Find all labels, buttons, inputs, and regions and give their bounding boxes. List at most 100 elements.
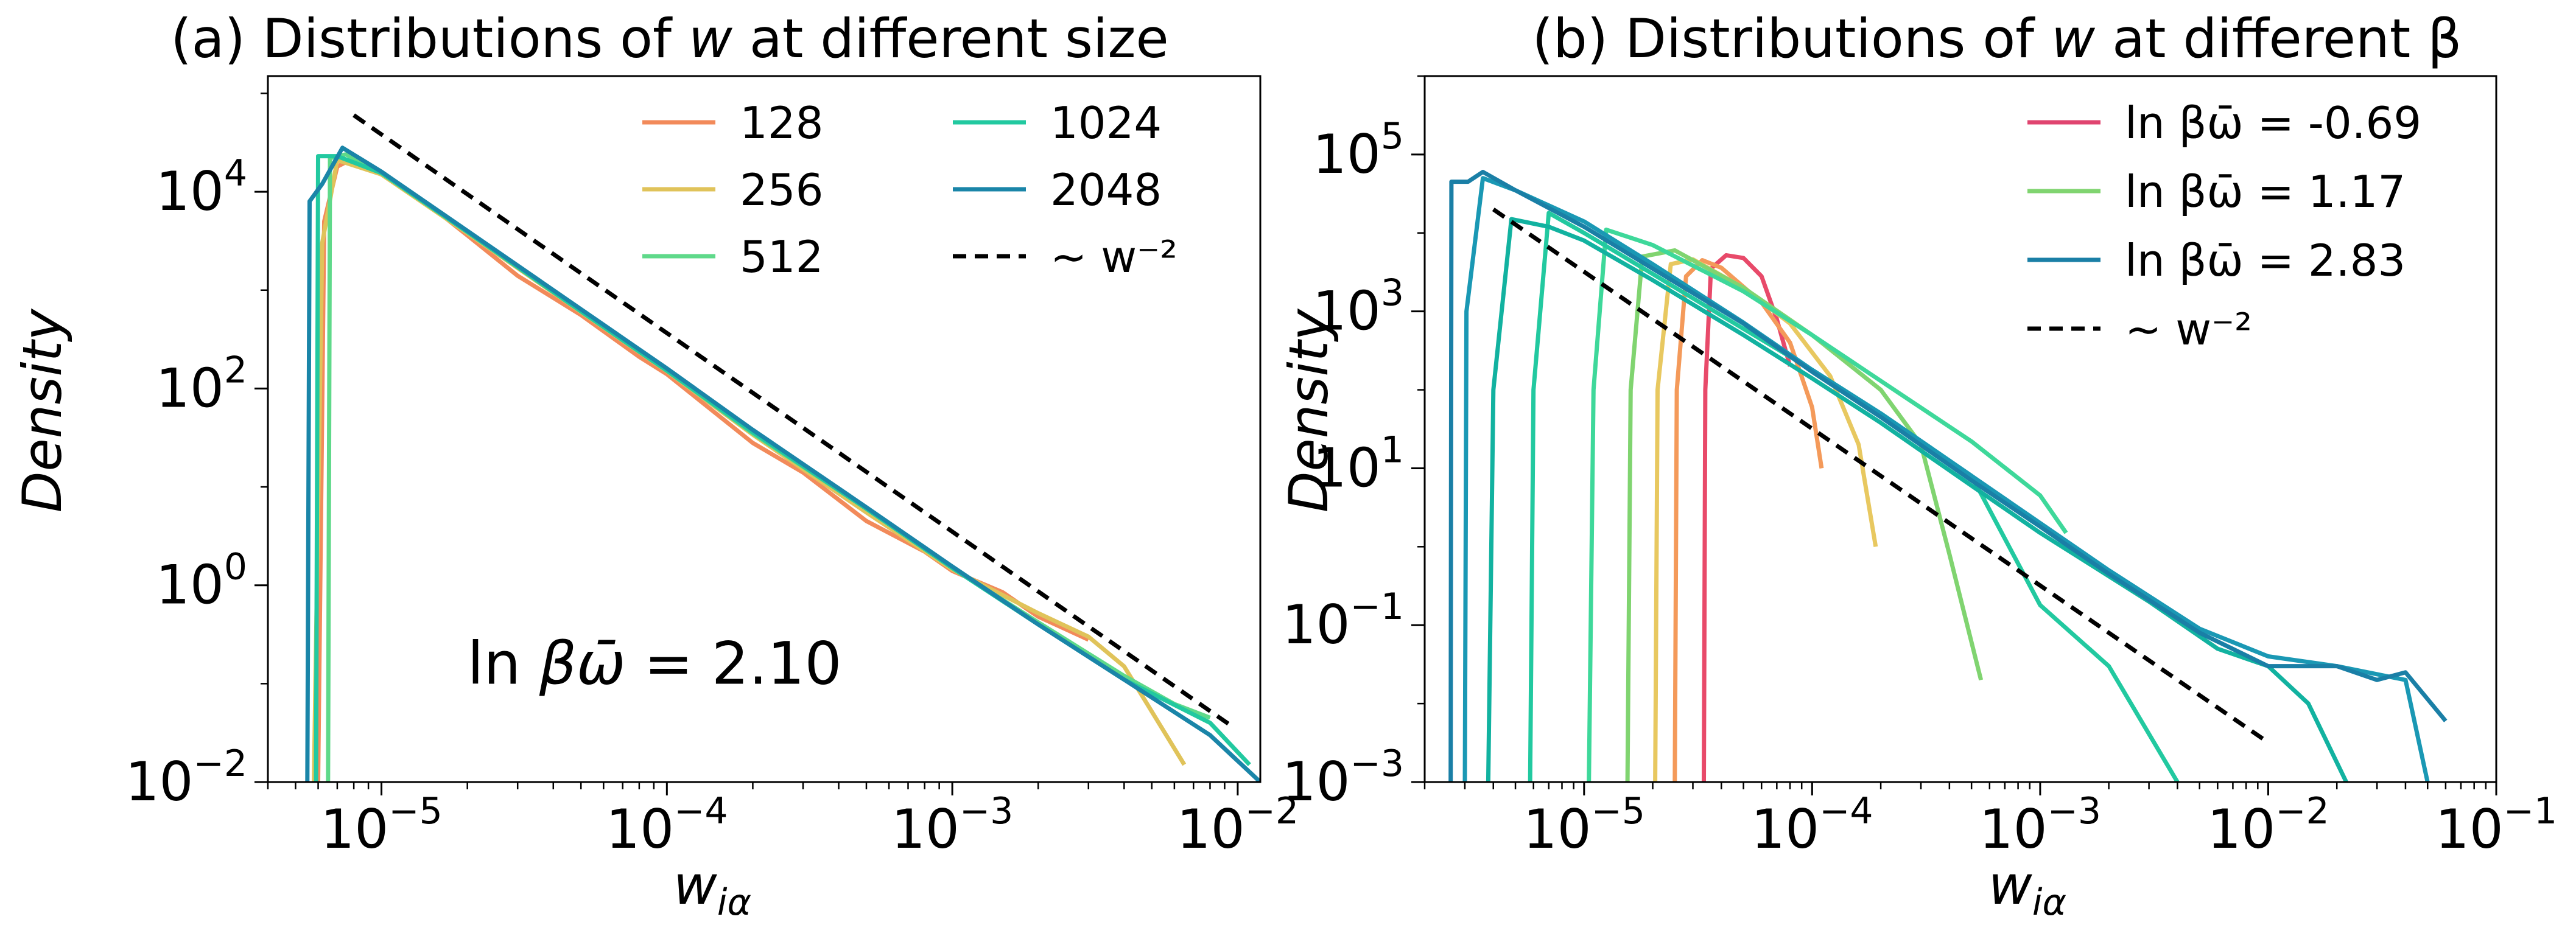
axes-frame (1423, 75, 2497, 783)
x-tick-label: 10−4 (1751, 790, 1873, 861)
x-tick-exp: −4 (1819, 790, 1873, 833)
x-tick-exp: −2 (2275, 790, 2329, 833)
x-tick-exp: −3 (2048, 790, 2101, 833)
legend-label: 2048 (1050, 164, 1162, 215)
y-tick-base: 10 (1282, 593, 1350, 656)
y-tick-exp: 4 (224, 152, 247, 195)
legend: ln βω̄ = -0.69 ln βω̄ = 1.17 ln βω̄ = 2.83… (2027, 97, 2421, 355)
series-line-9 (1448, 170, 2448, 782)
x-tick-base: 10 (320, 798, 388, 861)
x-tick-exp: −2 (1245, 790, 1299, 833)
x-tick-base: 10 (1979, 798, 2048, 861)
panel-b-title-var: w (2051, 7, 2096, 70)
y-tick-exp: 2 (224, 349, 247, 391)
panel-a-ylabel: Density (11, 308, 74, 512)
y-tick-exp: −2 (194, 742, 247, 785)
series-line-10 (1492, 208, 2270, 744)
panel-b-ylabel: Density (1277, 308, 1340, 512)
y-tick-exp: 0 (224, 546, 247, 588)
x-tick-exp: −4 (674, 790, 728, 833)
y-tick-exp: −3 (1350, 742, 1404, 785)
panel-a-title: (a) Distributions of w at different size (170, 7, 1168, 70)
x-tick-label: 10−2 (2207, 790, 2329, 861)
panel-a-xlabel: wiα (673, 854, 751, 924)
panel-b-title: (b) Distributions of w at different β (1532, 7, 2462, 70)
legend-label: ln βω̄ = 1.17 (2125, 166, 2406, 217)
panel-b-xlabel-sub: iα (2032, 881, 2066, 924)
x-tick-base: 10 (1177, 798, 1245, 861)
panel-b: (b) Distributions of w at different β 10… (1277, 7, 2557, 924)
y-tick-label: 100 (156, 546, 247, 616)
y-tick-label: 10−2 (125, 742, 247, 813)
y-tick-base: 10 (156, 357, 224, 419)
series-group (1448, 170, 2448, 782)
panel-b-title-prefix: Distributions of (1625, 7, 2035, 70)
panel-b-title-label: (b) (1532, 7, 1609, 70)
panel-a-annotation-prefix: ln (468, 629, 521, 697)
y-tick-base: 10 (1282, 750, 1350, 813)
y-tick-base: 10 (125, 750, 194, 813)
x-tick-label: 10−1 (2435, 790, 2557, 861)
x-tick-label: 10−5 (1523, 790, 1645, 861)
panel-a-annotation-value: = 2.10 (644, 629, 842, 697)
y-tick-label: 101 (1313, 428, 1404, 499)
panel-a-title-var: w (689, 7, 733, 70)
axes-frame (267, 75, 1262, 783)
legend-label: 512 (740, 231, 823, 282)
y-tick-label: 103 (1313, 272, 1404, 343)
panel-a-title-suffix: at different size (749, 7, 1169, 70)
y-tick-label: 102 (156, 349, 247, 419)
y-tick-base: 10 (1313, 280, 1381, 343)
x-tick-base: 10 (2435, 798, 2504, 861)
panel-a: (a) Distributions of w at different size… (11, 7, 1299, 924)
y-tick-label: 105 (1313, 115, 1404, 186)
panel-a-title-prefix: Distributions of (262, 7, 673, 70)
legend-label: ln βω̄ = 2.83 (2125, 235, 2406, 286)
x-tick-base: 10 (891, 798, 960, 861)
x-tick-base: 10 (2207, 798, 2275, 861)
legend-label: ∼ w⁻² (2125, 304, 2252, 355)
panel-a-title-label: (a) (170, 7, 245, 70)
legend-label: ∼ w⁻² (1050, 231, 1177, 282)
y-tick-base: 10 (156, 160, 224, 223)
y-tick-exp: 3 (1381, 272, 1404, 315)
panel-b-xlabel-base: w (1988, 854, 2033, 917)
y-tick-base: 10 (1313, 123, 1381, 186)
y-tick-base: 10 (1313, 436, 1381, 499)
x-tick-exp: −5 (1592, 790, 1645, 833)
series-line-5 (353, 113, 1237, 730)
x-tick-base: 10 (1523, 798, 1592, 861)
x-tick-label: 10−4 (606, 790, 728, 861)
panel-b-title-suffix: at different β (2112, 7, 2462, 70)
y-tick-label: 10−3 (1282, 742, 1404, 813)
x-tick-label: 10−5 (320, 790, 442, 861)
series-line-1 (1672, 258, 1824, 782)
series-line-4 (305, 145, 1260, 782)
series-group (305, 113, 1260, 782)
y-tick-exp: −1 (1350, 585, 1404, 628)
legend-label: 128 (740, 97, 823, 148)
series-line-6 (1486, 217, 2348, 782)
legend: 128 256 512 1024 2048 ∼ w⁻² (642, 97, 1177, 282)
y-tick-exp: 5 (1381, 115, 1404, 158)
x-tick-exp: −1 (2504, 790, 2557, 833)
legend-label: ln βω̄ = -0.69 (2125, 97, 2421, 148)
panel-a-annotation: ln βω̄ = 2.10 (468, 629, 842, 697)
series-line-0 (1702, 253, 1792, 782)
panel-a-annotation-var: βω̄ (539, 629, 626, 697)
x-tick-exp: −5 (388, 790, 442, 833)
y-tick-exp: 1 (1381, 428, 1404, 471)
series-line-4 (1587, 227, 2068, 782)
x-tick-label: 10−2 (1177, 790, 1299, 861)
x-tick-base: 10 (606, 798, 674, 861)
y-tick-label: 104 (156, 152, 247, 223)
panel-a-plot-area: 10−5 10−4 10−3 10−210−210010210412825651210… (125, 75, 1299, 861)
legend-label: 1024 (1050, 97, 1162, 148)
x-tick-label: 10−3 (891, 790, 1013, 861)
panel-b-xlabel: wiα (1988, 854, 2066, 924)
y-tick-label: 10−1 (1282, 585, 1404, 656)
legend-label: 256 (740, 164, 823, 215)
x-tick-label: 10−3 (1979, 790, 2101, 861)
